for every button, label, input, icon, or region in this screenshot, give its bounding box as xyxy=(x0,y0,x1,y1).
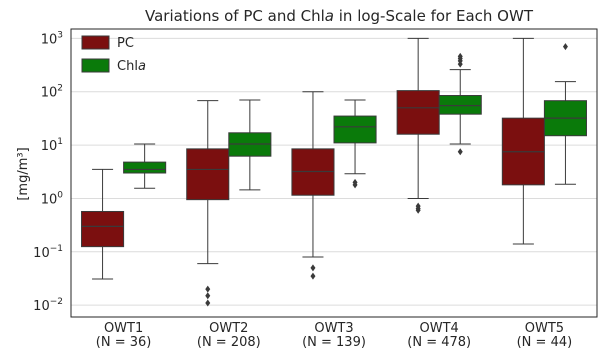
outlier-point-2 xyxy=(415,202,421,210)
legend-swatch-0 xyxy=(81,35,110,50)
y-tick-label-0: 10−2 xyxy=(33,297,63,314)
x-tick-n-3: (N = 478) xyxy=(407,335,471,349)
box-Chla-OWT4 xyxy=(438,52,482,156)
x-tick-label-2: OWT3 xyxy=(314,321,353,336)
x-tick-n-2: (N = 139) xyxy=(302,335,366,349)
x-tick-label-1: OWT2 xyxy=(209,321,248,336)
y-tick-label-1: 10−1 xyxy=(33,244,63,261)
box-body xyxy=(438,95,482,115)
outlier-point-1 xyxy=(310,264,316,272)
outlier-point-4 xyxy=(457,52,463,60)
grid-lines xyxy=(71,37,597,306)
y-axis-label: [mg/m³] xyxy=(16,147,31,200)
x-tick-label-3: OWT4 xyxy=(420,321,459,336)
box-Chla-OWT1 xyxy=(123,143,167,189)
outlier-point-0 xyxy=(205,299,211,307)
box-Chla-OWT2 xyxy=(228,99,272,191)
legend-label-1: Chla xyxy=(117,59,146,74)
y-tick-label-2: 100 xyxy=(41,190,64,207)
legend-label-0: PC xyxy=(117,36,134,51)
legend-swatch-1 xyxy=(81,58,110,73)
outlier-point-1 xyxy=(205,292,211,300)
x-tick-label-0: OWT1 xyxy=(104,321,143,336)
y-axis-ticks: 10−2 10−1 100 101 102 103 xyxy=(33,30,63,314)
box-Chla-OWT3 xyxy=(333,99,377,189)
boxes xyxy=(81,37,587,307)
x-tick-n-0: (N = 36) xyxy=(96,335,152,349)
box-body xyxy=(333,115,377,144)
legend: PC Chla xyxy=(81,35,146,74)
box-PC-OWT1 xyxy=(81,168,125,280)
box-PC-OWT5 xyxy=(501,37,545,245)
chart-title: Variations of PC and Chla in log-Scale f… xyxy=(145,7,534,25)
x-tick-n-1: (N = 208) xyxy=(197,335,261,349)
x-tick-n-4: (N = 44) xyxy=(517,335,573,349)
plot-frame xyxy=(70,28,598,318)
outlier-point-0 xyxy=(310,272,316,280)
outlier-point-2 xyxy=(205,285,211,293)
outlier-point-1 xyxy=(352,178,358,186)
box-PC-OWT2 xyxy=(186,100,230,307)
box-body xyxy=(396,90,440,135)
box-body xyxy=(186,148,230,201)
y-tick-label-4: 102 xyxy=(41,84,63,101)
box-PC-OWT4 xyxy=(396,37,440,214)
outlier-point-0 xyxy=(562,43,568,51)
x-tick-label-4: OWT5 xyxy=(525,321,564,336)
box-PC-OWT3 xyxy=(291,91,335,280)
x-axis-ticks: OWT1(N = 36) OWT2(N = 208) OWT3(N = 139) OW… xyxy=(96,321,572,349)
outlier-point-0 xyxy=(457,148,463,156)
box-body xyxy=(81,210,125,248)
box-Chla-OWT5 xyxy=(543,43,587,185)
box-body xyxy=(123,161,167,174)
y-tick-label-5: 103 xyxy=(41,30,63,47)
y-tick-label-3: 101 xyxy=(41,137,63,154)
